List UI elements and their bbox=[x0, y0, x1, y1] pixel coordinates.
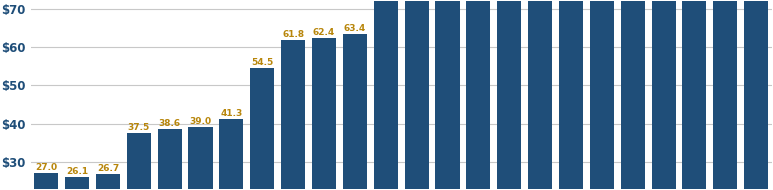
Bar bbox=[559, 0, 583, 190]
Bar bbox=[373, 0, 398, 190]
Bar bbox=[528, 0, 552, 190]
Text: 38.6: 38.6 bbox=[158, 119, 181, 128]
Bar bbox=[65, 177, 89, 190]
Bar bbox=[683, 0, 707, 190]
Bar bbox=[652, 0, 676, 190]
Text: 27.0: 27.0 bbox=[35, 163, 57, 172]
Text: 37.5: 37.5 bbox=[128, 123, 150, 132]
Text: 61.8: 61.8 bbox=[282, 30, 305, 39]
Text: 62.4: 62.4 bbox=[313, 28, 335, 37]
Bar bbox=[404, 0, 429, 190]
Text: 26.1: 26.1 bbox=[66, 167, 88, 176]
Text: 41.3: 41.3 bbox=[220, 108, 243, 118]
Bar bbox=[34, 173, 58, 190]
Bar bbox=[312, 38, 336, 190]
Bar bbox=[590, 0, 614, 190]
Bar bbox=[343, 34, 367, 190]
Bar bbox=[96, 174, 120, 190]
Text: 63.4: 63.4 bbox=[344, 24, 366, 33]
Bar bbox=[713, 0, 737, 190]
Bar bbox=[497, 0, 521, 190]
Text: 26.7: 26.7 bbox=[97, 164, 119, 173]
Bar bbox=[189, 127, 213, 190]
Text: 39.0: 39.0 bbox=[189, 117, 212, 126]
Bar bbox=[466, 0, 490, 190]
Bar bbox=[127, 133, 151, 190]
Bar bbox=[621, 0, 645, 190]
Bar bbox=[220, 119, 243, 190]
Bar bbox=[744, 0, 768, 190]
Bar bbox=[435, 0, 459, 190]
Text: 54.5: 54.5 bbox=[251, 58, 274, 67]
Bar bbox=[281, 40, 305, 190]
Bar bbox=[250, 68, 274, 190]
Bar bbox=[158, 129, 182, 190]
